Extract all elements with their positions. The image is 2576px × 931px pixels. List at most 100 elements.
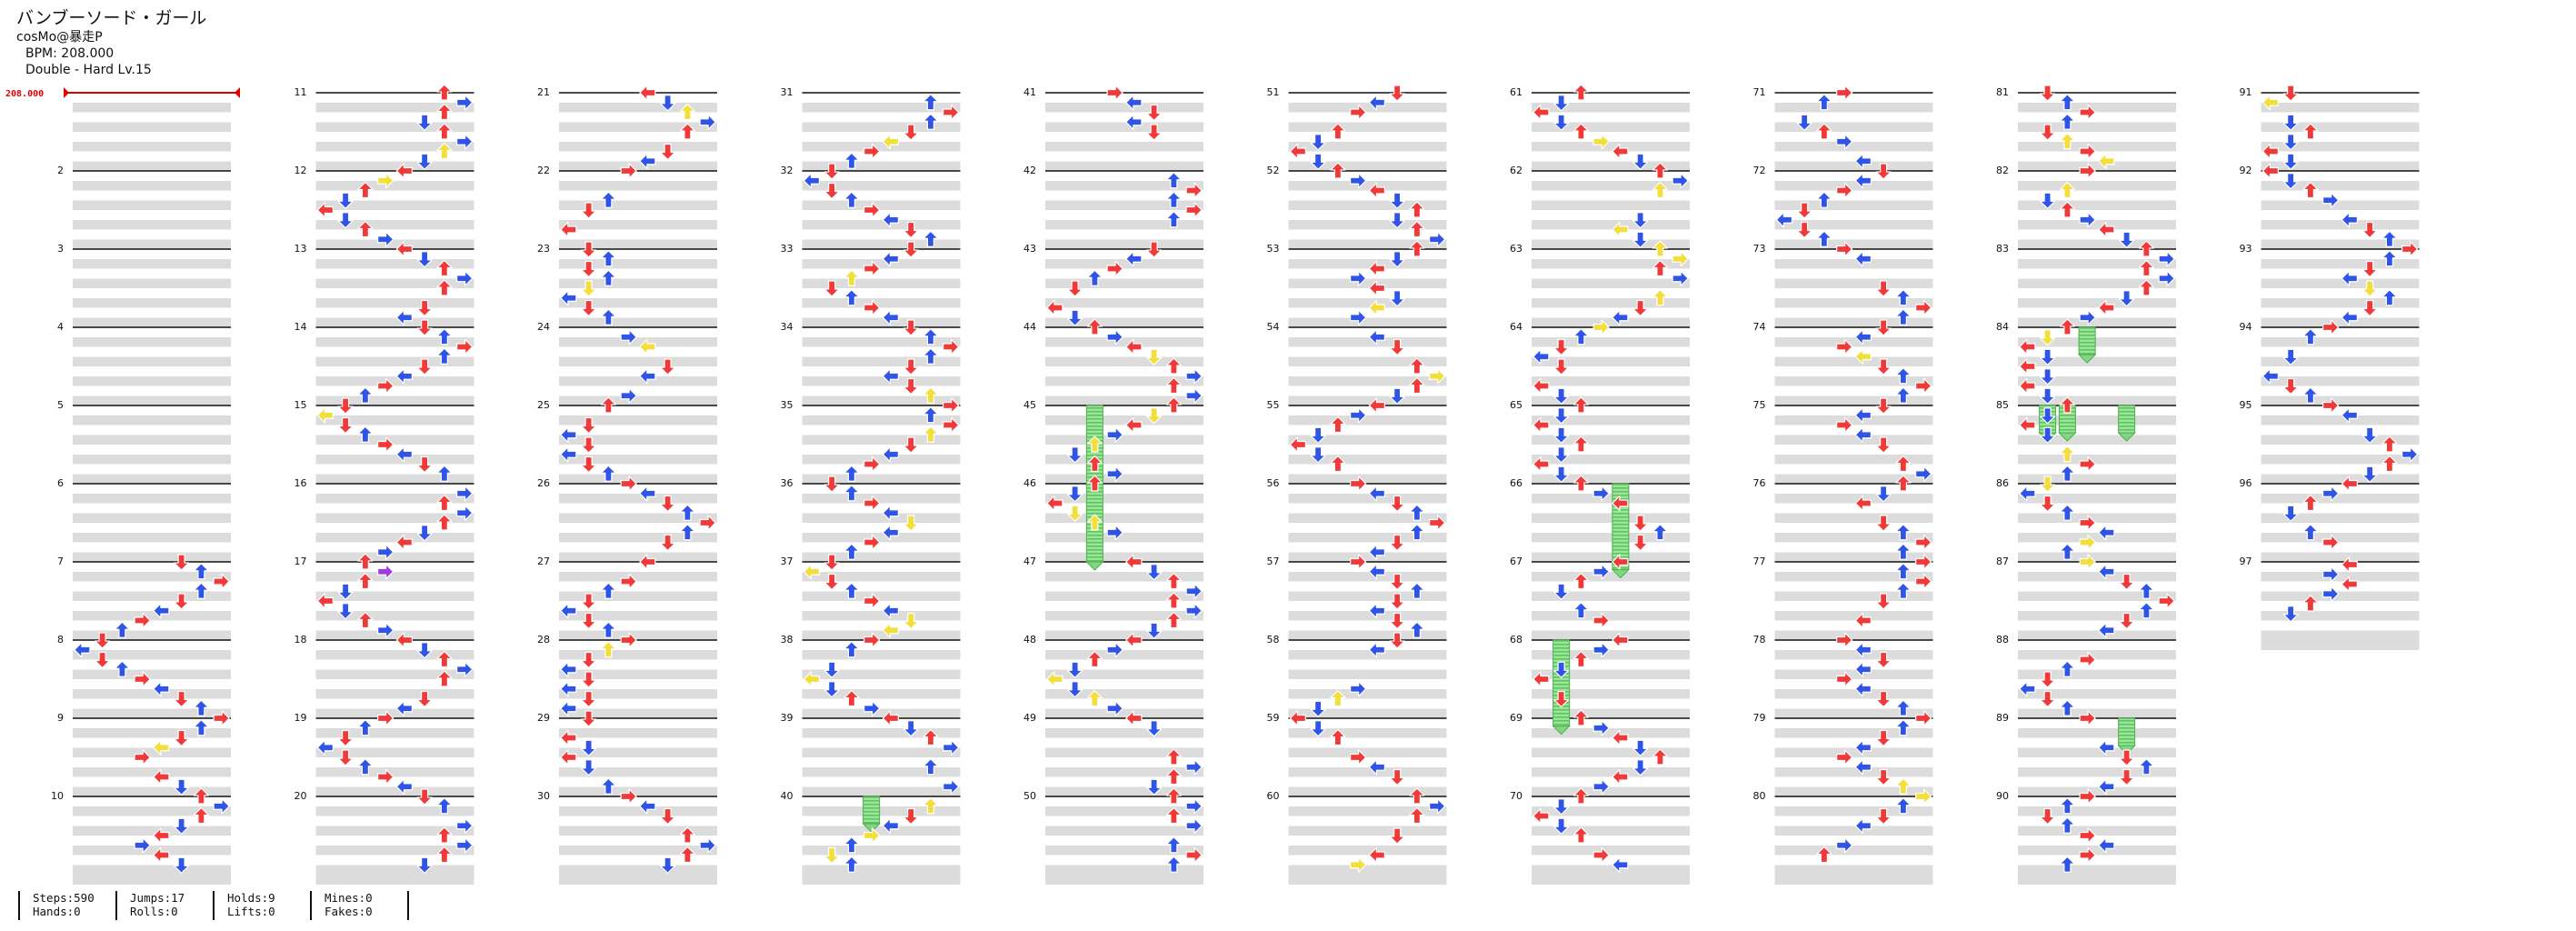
step-arrow [316, 593, 334, 609]
step-arrow [600, 308, 616, 325]
beat-gap [1288, 151, 1447, 162]
beat-gap [1774, 816, 1933, 826]
step-arrow [1185, 583, 1203, 599]
measure-number: 64 [1510, 321, 1523, 333]
beat-gap [315, 151, 474, 162]
measure-number: 62 [1510, 165, 1523, 176]
beat-gap [1288, 816, 1447, 826]
step-arrow [1836, 671, 1853, 687]
step-arrow [844, 836, 860, 854]
step-arrow [2261, 163, 2279, 179]
step-arrow [1289, 143, 1306, 160]
step-arrow [357, 386, 374, 404]
step-arrow [639, 798, 656, 815]
step-arrow [2302, 181, 2319, 199]
step-arrow [1310, 134, 1326, 151]
step-arrow [1652, 748, 1668, 766]
song-header: バンブーソード・ガール cosMo@暴走P BPM: 208.000 Doubl… [16, 7, 206, 78]
step-arrow [923, 230, 939, 247]
beat-gap [802, 445, 961, 455]
step-arrow [2040, 476, 2056, 493]
beat-stripe [315, 865, 474, 885]
step-arrow [864, 700, 881, 716]
measure-number: 76 [1753, 477, 1766, 489]
step-arrow [660, 495, 676, 513]
beat-gap [1532, 816, 1690, 826]
beat-gap [1774, 601, 1933, 611]
beat-gap [1045, 151, 1203, 162]
step-arrow [903, 515, 919, 532]
beat-gap [1532, 151, 1690, 162]
measure-number: 42 [1023, 165, 1036, 176]
beat-gap [73, 151, 231, 162]
beat-gap [1532, 268, 1690, 279]
stat-divider [407, 891, 409, 920]
beat-gap [2018, 855, 2176, 866]
step-arrow [864, 299, 881, 316]
bpm-marker-right-tick [235, 87, 240, 98]
step-arrow [1086, 435, 1103, 453]
beat-gap [1045, 425, 1203, 435]
beat-gap [2018, 718, 2176, 728]
beat-gap [1774, 698, 1933, 709]
step-arrow [213, 798, 230, 815]
beat-gap [802, 307, 961, 318]
step-arrow [1895, 289, 1912, 306]
measure-number: 73 [1753, 243, 1766, 255]
step-arrow [1553, 95, 1570, 112]
step-arrow [1165, 191, 1182, 208]
step-arrow [824, 846, 840, 865]
step-arrow [416, 299, 433, 317]
step-arrow [153, 768, 170, 786]
step-arrow [2059, 201, 2075, 218]
beat-gap [1045, 679, 1203, 689]
step-arrow [2040, 495, 2056, 513]
beat-gap [802, 718, 961, 728]
beat-gap [2018, 112, 2176, 123]
step-arrow [1573, 123, 1589, 140]
beat-gap [559, 503, 717, 514]
beat-gap [73, 484, 231, 494]
measure-number: 91 [2240, 86, 2252, 98]
stat-group: Steps:590 Hands:0 [18, 891, 95, 920]
beat-gap [1045, 229, 1203, 240]
beat-gap [73, 542, 231, 553]
beat-gap [2018, 268, 2176, 279]
measure-number: 51 [1267, 86, 1280, 98]
step-arrow [2138, 602, 2154, 619]
step-arrow [903, 358, 919, 375]
beat-gap [1288, 855, 1447, 866]
measure-number: 31 [781, 86, 794, 98]
beat-gap [1774, 464, 1933, 475]
step-arrow [1409, 524, 1425, 541]
step-arrow [1146, 720, 1163, 737]
beat-gap [1288, 718, 1447, 728]
step-arrow [193, 806, 209, 825]
beat-gap [802, 346, 961, 357]
beat-gap [1532, 757, 1690, 767]
step-arrow [2138, 240, 2154, 257]
beat-gap [1045, 816, 1203, 826]
beat-gap [1532, 405, 1690, 415]
step-arrow [1429, 798, 1446, 815]
step-arrow [923, 425, 939, 443]
step-arrow [1672, 270, 1689, 286]
step-arrow [1106, 466, 1123, 482]
step-arrow [2059, 660, 2075, 677]
step-arrow [2079, 827, 2096, 844]
beat-gap [559, 112, 717, 123]
measure-number: 33 [781, 243, 794, 255]
beat-gap [802, 503, 961, 514]
measure-number: 88 [1996, 634, 2009, 646]
beat-gap [802, 796, 961, 806]
beat-gap [2261, 542, 2420, 553]
bpm-marker-value: 208.000 [5, 89, 44, 99]
beat-gap [1045, 327, 1203, 337]
beat-gap [1288, 405, 1447, 415]
beat-gap [1288, 503, 1447, 514]
measure-number: 68 [1510, 634, 1523, 646]
step-arrow [1086, 475, 1103, 492]
step-arrow [1875, 807, 1892, 826]
step-arrow [1854, 817, 1872, 834]
step-arrow [1875, 319, 1892, 336]
